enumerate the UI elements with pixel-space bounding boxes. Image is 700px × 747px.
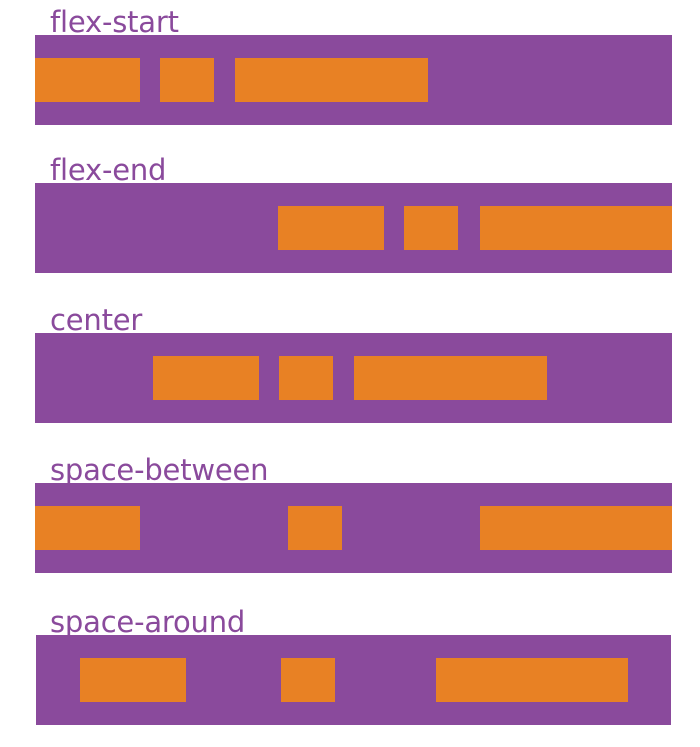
container-center [35,333,672,423]
item-2 [281,658,335,702]
item-2 [279,356,333,400]
container-flex-start [35,35,672,125]
item-3 [436,658,628,702]
item-1 [80,658,186,702]
item-3 [480,506,672,550]
label-space-between: space-between [50,453,269,487]
item-1 [278,206,384,250]
item-1 [35,506,140,550]
container-space-between [35,483,672,573]
item-2 [288,506,342,550]
label-space-around: space-around [50,605,246,639]
label-flex-start: flex-start [50,5,179,39]
container-space-around [36,635,671,725]
item-3 [235,58,428,102]
item-3 [480,206,672,250]
item-2 [160,58,214,102]
label-center: center [50,303,143,337]
label-flex-end: flex-end [50,153,167,187]
item-1 [35,58,140,102]
item-1 [153,356,259,400]
container-flex-end [35,183,672,273]
item-3 [354,356,547,400]
item-2 [404,206,458,250]
